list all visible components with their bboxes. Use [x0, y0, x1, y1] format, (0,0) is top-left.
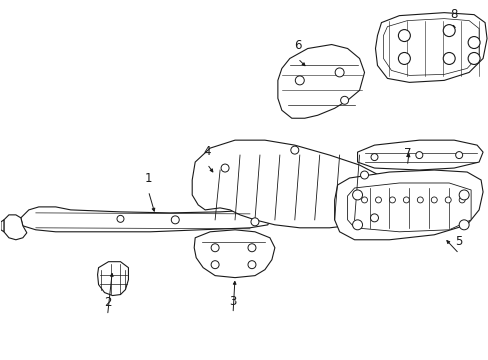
Polygon shape	[21, 207, 269, 232]
Text: 4: 4	[203, 145, 210, 158]
Text: 8: 8	[449, 8, 457, 21]
Circle shape	[211, 244, 219, 252]
Polygon shape	[1, 220, 4, 232]
Circle shape	[352, 220, 362, 230]
Circle shape	[375, 197, 381, 203]
Circle shape	[295, 76, 304, 85]
Text: 7: 7	[403, 147, 410, 160]
Circle shape	[247, 261, 255, 269]
Circle shape	[467, 53, 479, 64]
Circle shape	[388, 197, 395, 203]
Polygon shape	[357, 140, 482, 170]
Circle shape	[211, 261, 219, 269]
Circle shape	[458, 197, 464, 203]
Circle shape	[403, 197, 408, 203]
Circle shape	[398, 30, 409, 41]
Circle shape	[416, 197, 423, 203]
Circle shape	[430, 197, 436, 203]
Circle shape	[334, 68, 344, 77]
Polygon shape	[334, 170, 482, 240]
Circle shape	[398, 53, 409, 64]
Circle shape	[458, 190, 468, 200]
Text: 3: 3	[229, 294, 236, 307]
Circle shape	[361, 197, 367, 203]
Polygon shape	[194, 230, 274, 278]
Text: 6: 6	[293, 40, 301, 53]
Text: 1: 1	[144, 172, 152, 185]
Circle shape	[171, 216, 179, 224]
Polygon shape	[98, 262, 128, 296]
Circle shape	[352, 190, 362, 200]
Polygon shape	[4, 215, 27, 240]
Text: 2: 2	[103, 297, 111, 310]
Circle shape	[415, 152, 422, 159]
Circle shape	[290, 146, 298, 154]
Circle shape	[442, 24, 454, 37]
Circle shape	[360, 171, 368, 179]
Circle shape	[117, 215, 124, 222]
Polygon shape	[375, 13, 486, 82]
Circle shape	[340, 96, 348, 104]
Polygon shape	[383, 19, 478, 75]
Circle shape	[247, 244, 255, 252]
Circle shape	[455, 152, 462, 159]
Text: 5: 5	[454, 235, 462, 248]
Circle shape	[467, 37, 479, 49]
Circle shape	[250, 218, 259, 226]
Circle shape	[370, 154, 377, 161]
Circle shape	[442, 53, 454, 64]
Circle shape	[221, 164, 228, 172]
Polygon shape	[277, 45, 364, 118]
Polygon shape	[192, 140, 390, 228]
Circle shape	[370, 214, 378, 222]
Circle shape	[458, 220, 468, 230]
Polygon shape	[347, 183, 470, 232]
Circle shape	[444, 197, 450, 203]
